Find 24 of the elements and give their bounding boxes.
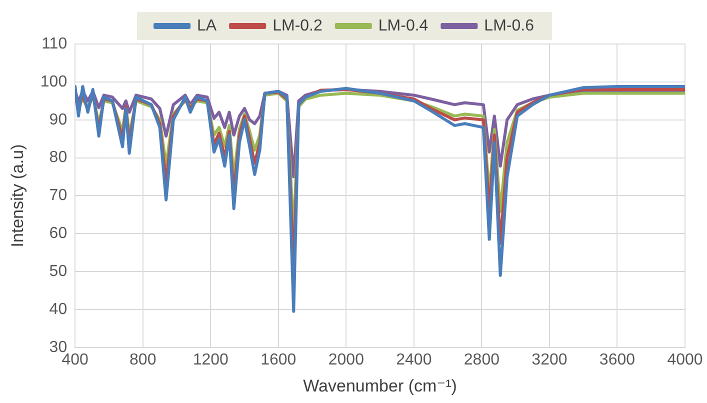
y-tick-label: 70 [49, 187, 68, 204]
x-tick-label: 4000 [667, 351, 703, 368]
x-tick-label: 1600 [260, 351, 296, 368]
x-axis-title: Wavenumber (cm⁻¹) [303, 376, 457, 396]
y-tick-label: 100 [40, 73, 68, 90]
x-tick-label: 3600 [599, 351, 636, 368]
legend-label: LA [197, 17, 217, 34]
y-tick-label: 50 [49, 262, 68, 280]
legend-label: LM-0.4 [378, 17, 428, 34]
x-tick-label: 800 [130, 351, 156, 368]
x-tick-label: 2800 [464, 351, 500, 368]
legend-label: LM-0.2 [272, 17, 322, 34]
legend-label: LM-0.6 [484, 17, 534, 34]
x-tick-label: 1200 [192, 351, 229, 368]
x-tick-label: 400 [62, 351, 89, 368]
y-tick-label: 40 [49, 300, 68, 318]
y-tick-label: 80 [49, 149, 68, 166]
y-tick-label: 90 [49, 111, 68, 128]
x-tick-label: 2400 [396, 351, 432, 368]
y-axis-title: Intensity (a.u) [8, 144, 27, 248]
y-tick-label: 110 [42, 35, 68, 52]
x-tick-label: 3200 [532, 351, 568, 368]
x-tick-label: 2000 [328, 351, 364, 368]
y-tick-label: 60 [49, 225, 68, 242]
